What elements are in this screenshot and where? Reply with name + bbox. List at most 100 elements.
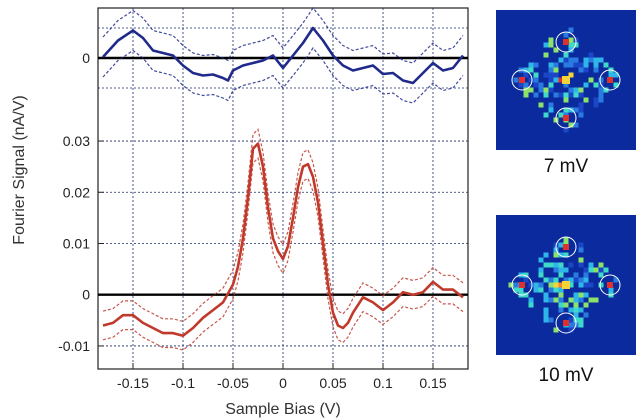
fourier-pixel bbox=[598, 262, 604, 268]
fourier-pixel bbox=[513, 287, 519, 293]
peak-circle bbox=[555, 312, 577, 334]
fourier-pixel bbox=[523, 72, 529, 78]
fourier-pixel bbox=[548, 72, 554, 78]
fourier-pixel bbox=[528, 297, 534, 303]
fourier-pixel bbox=[558, 267, 564, 273]
fourier-pixel bbox=[568, 122, 574, 128]
fourier-pixel bbox=[543, 312, 549, 318]
fourier-map-label: 10 mV bbox=[538, 365, 594, 386]
fourier-pixel bbox=[553, 77, 559, 83]
fourier-pixel bbox=[558, 282, 564, 288]
fourier-pixel bbox=[568, 307, 574, 313]
fourier-pixel bbox=[553, 92, 559, 98]
fourier-pixel bbox=[573, 122, 579, 128]
fourier-pixel bbox=[553, 267, 559, 273]
fourier-pixel bbox=[548, 82, 554, 88]
fourier-pixel bbox=[563, 277, 569, 283]
fourier-pixel bbox=[603, 87, 609, 93]
x-axis-label: Sample Bias (V) bbox=[225, 401, 341, 418]
fourier-pixel bbox=[568, 297, 574, 303]
fourier-pixel bbox=[548, 277, 554, 283]
fourier-pixel bbox=[588, 267, 594, 273]
fourier-pixel bbox=[523, 87, 529, 93]
fourier-pixel bbox=[613, 72, 619, 78]
fourier-pixel bbox=[533, 282, 539, 288]
fourier-pixel bbox=[538, 102, 544, 108]
fourier-pixel bbox=[563, 62, 569, 68]
fourier-pixel bbox=[543, 277, 549, 283]
fourier-pixel bbox=[588, 282, 594, 288]
fourier-pixel bbox=[568, 27, 574, 33]
y-tick-label: 0 bbox=[82, 50, 90, 66]
fourier-pixel bbox=[583, 277, 589, 283]
fourier-pixel bbox=[553, 277, 559, 283]
fourier-pixel bbox=[533, 72, 539, 78]
fourier-pixel bbox=[523, 67, 529, 73]
fourier-pixel bbox=[568, 282, 574, 288]
fourier-map-7mv bbox=[496, 10, 636, 150]
fourier-pixel bbox=[573, 302, 579, 308]
fourier-pixel bbox=[518, 287, 524, 293]
fourier-pixel bbox=[548, 287, 554, 293]
fourier-pixel bbox=[583, 82, 589, 88]
fourier-pixel bbox=[538, 87, 544, 93]
fourier-pixel bbox=[538, 272, 544, 278]
fourier-pixel bbox=[583, 292, 589, 298]
bragg-peak bbox=[607, 282, 613, 288]
fourier-pixel bbox=[573, 92, 579, 98]
fourier-pixel bbox=[568, 87, 574, 93]
fourier-pixel bbox=[593, 102, 599, 108]
fourier-pixel bbox=[578, 277, 584, 283]
fourier-pixel bbox=[588, 77, 594, 83]
fourier-pixel bbox=[553, 72, 559, 78]
fourier-pixel bbox=[538, 257, 544, 263]
fourier-pixel bbox=[613, 277, 619, 283]
fourier-pixel bbox=[548, 62, 554, 68]
x-tick-label: -0.1 bbox=[171, 375, 195, 391]
peak-circle bbox=[555, 236, 577, 258]
fourier-pixel bbox=[578, 297, 584, 303]
fourier-pixel bbox=[578, 112, 584, 118]
fourier-pixel bbox=[543, 262, 549, 268]
fourier-pixel bbox=[598, 267, 604, 273]
fourier-pixel bbox=[528, 302, 534, 308]
fourier-pixel bbox=[603, 267, 609, 273]
fourier-pixel bbox=[563, 267, 569, 273]
fourier-pixel bbox=[558, 112, 564, 118]
fourier-signal-chart: -0.15 -0.1 -0.05 0 0.05 0.1 0.15 0 -0.01 0 0.01 0.0… bbox=[11, 6, 469, 418]
fourier-pixel bbox=[593, 97, 599, 103]
fourier-pixel bbox=[543, 112, 549, 118]
fourier-pixel bbox=[573, 307, 579, 313]
y-tick-label: 0.02 bbox=[63, 184, 90, 200]
x-tick-label: 0.1 bbox=[373, 375, 393, 391]
error-band-lower bbox=[102, 156, 464, 351]
fourier-pixel bbox=[573, 107, 579, 113]
fourier-pixel bbox=[578, 67, 584, 73]
fourier-pixel bbox=[563, 302, 569, 308]
x-tick-label: 0 bbox=[279, 375, 287, 391]
y-tick-label: 0.01 bbox=[63, 236, 90, 252]
fourier-pixel bbox=[603, 62, 609, 68]
fourier-pixel bbox=[558, 287, 564, 293]
fourier-pixel bbox=[578, 242, 584, 248]
fourier-pixel bbox=[578, 247, 584, 253]
fourier-pixel bbox=[568, 317, 574, 323]
fourier-pixel bbox=[563, 52, 569, 58]
fourier-pixel bbox=[583, 67, 589, 73]
fourier-pixel bbox=[543, 252, 549, 258]
fourier-pixel bbox=[578, 317, 584, 323]
fourier-pixel bbox=[568, 327, 574, 333]
fourier-pixel bbox=[563, 237, 569, 243]
fourier-pixel bbox=[548, 317, 554, 323]
fourier-pixel bbox=[568, 37, 574, 43]
fourier-pixel bbox=[613, 82, 619, 88]
fourier-pixel bbox=[598, 57, 604, 63]
fourier-pixel bbox=[563, 97, 569, 103]
fourier-pixel bbox=[593, 67, 599, 73]
fourier-pixel bbox=[563, 107, 569, 113]
fourier-pixel bbox=[543, 307, 549, 313]
fourier-pixel bbox=[608, 72, 614, 78]
fourier-pixel bbox=[513, 282, 519, 288]
fourier-pixel bbox=[593, 62, 599, 68]
fourier-pixel bbox=[578, 322, 584, 328]
